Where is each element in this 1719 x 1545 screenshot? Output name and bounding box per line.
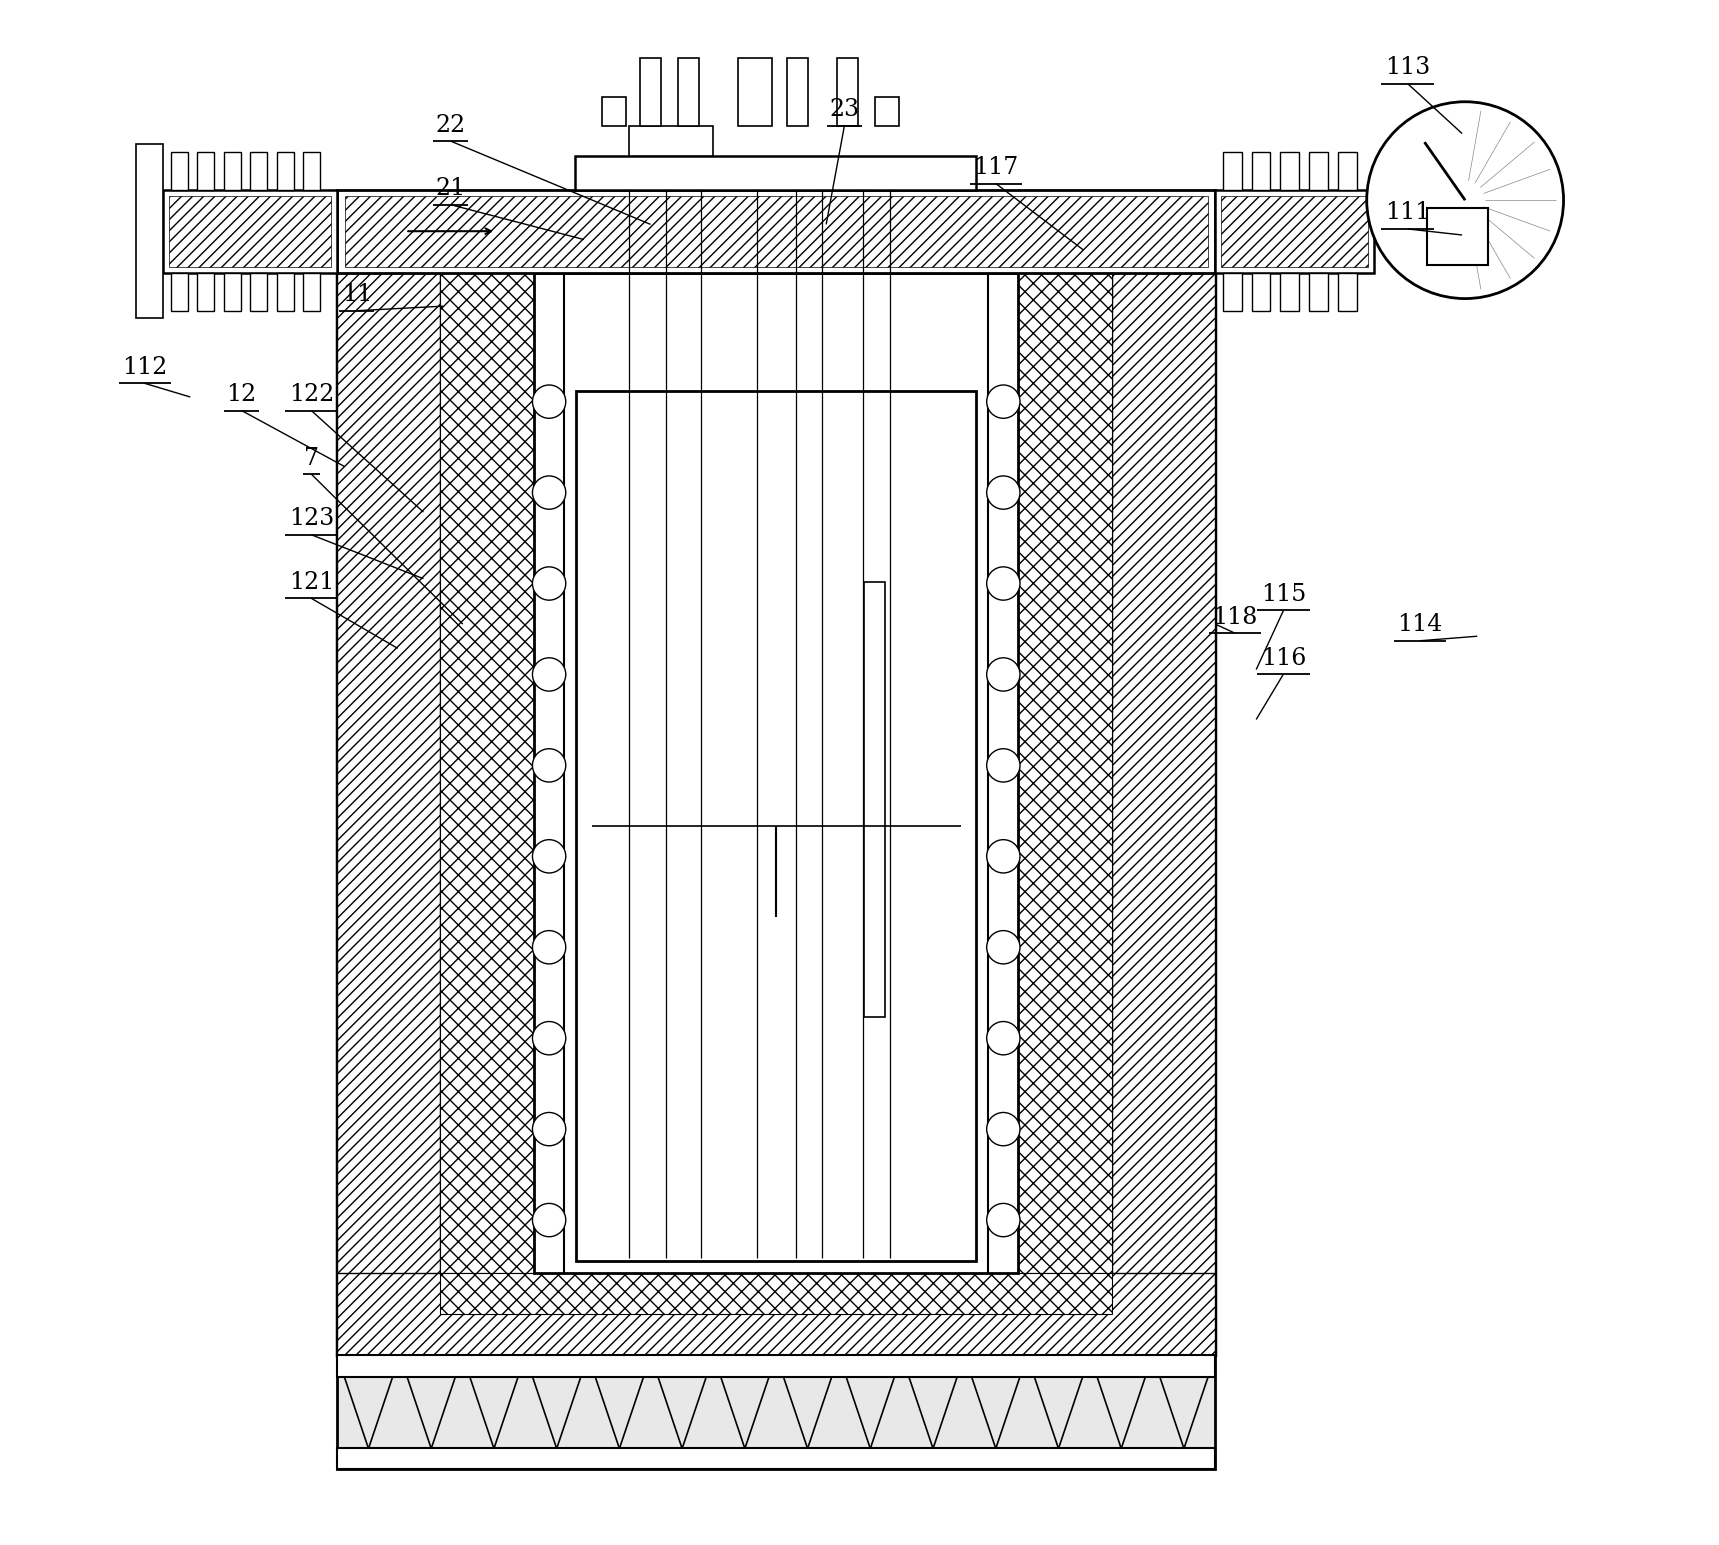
Bar [574, 156, 976, 190]
Text: 122: 122 [289, 383, 333, 406]
Bar [136, 144, 163, 318]
Bar [1281, 151, 1300, 190]
Bar [440, 1273, 1112, 1315]
Circle shape [987, 385, 1019, 419]
Bar [629, 127, 713, 156]
Bar [170, 273, 187, 311]
Bar [1112, 273, 1215, 1355]
Bar [337, 273, 440, 1355]
Circle shape [987, 1204, 1019, 1236]
Bar [1427, 207, 1489, 266]
Bar [677, 57, 700, 127]
Bar [249, 151, 266, 190]
Circle shape [987, 476, 1019, 510]
Bar [223, 151, 241, 190]
Text: 111: 111 [1386, 201, 1430, 224]
Circle shape [987, 1021, 1019, 1055]
Text: 121: 121 [289, 570, 333, 593]
Text: 113: 113 [1386, 56, 1430, 79]
Circle shape [987, 1112, 1019, 1146]
Text: 123: 123 [289, 507, 333, 530]
Bar [337, 190, 1215, 273]
Circle shape [533, 1112, 566, 1146]
Bar [249, 273, 266, 311]
Circle shape [533, 930, 566, 964]
Bar [875, 97, 899, 127]
Bar [602, 97, 626, 127]
Bar [198, 273, 215, 311]
Bar [337, 1448, 1215, 1469]
Bar [346, 196, 1208, 267]
Bar [1215, 190, 1373, 273]
Text: 21: 21 [435, 178, 466, 201]
Bar [865, 582, 885, 1017]
Text: 12: 12 [227, 383, 256, 406]
Bar [337, 1355, 1215, 1469]
Circle shape [533, 839, 566, 873]
Text: 23: 23 [829, 99, 860, 122]
Text: 11: 11 [342, 283, 371, 306]
Circle shape [1367, 102, 1564, 298]
Text: 115: 115 [1260, 582, 1306, 606]
Bar [1281, 273, 1300, 311]
Bar [337, 273, 1215, 1355]
Bar [1251, 273, 1270, 311]
Circle shape [533, 385, 566, 419]
Bar [535, 273, 1018, 1273]
Bar [303, 273, 320, 311]
Circle shape [533, 1021, 566, 1055]
Bar [1310, 151, 1327, 190]
Text: 114: 114 [1398, 613, 1442, 637]
Bar [739, 57, 772, 127]
Bar [1337, 273, 1356, 311]
Bar [1337, 151, 1356, 190]
Bar [639, 57, 662, 127]
Bar [223, 273, 241, 311]
Bar [576, 391, 976, 1261]
Bar [337, 1273, 1215, 1355]
Circle shape [987, 658, 1019, 691]
Circle shape [533, 567, 566, 599]
Bar [168, 196, 332, 267]
Circle shape [987, 567, 1019, 599]
Bar [1310, 273, 1327, 311]
Bar [277, 273, 294, 311]
Bar [198, 151, 215, 190]
Bar [1018, 273, 1112, 1273]
Bar [1222, 196, 1368, 267]
Circle shape [987, 839, 1019, 873]
Circle shape [533, 749, 566, 782]
Bar [1222, 151, 1241, 190]
Circle shape [533, 658, 566, 691]
Circle shape [987, 930, 1019, 964]
Bar [440, 273, 535, 1273]
Circle shape [533, 476, 566, 510]
Bar [1222, 273, 1241, 311]
Circle shape [987, 749, 1019, 782]
Text: 116: 116 [1260, 646, 1306, 669]
Text: 118: 118 [1212, 606, 1258, 629]
Bar [1251, 151, 1270, 190]
Bar [277, 151, 294, 190]
Text: 7: 7 [304, 447, 320, 470]
Bar [303, 151, 320, 190]
Text: 22: 22 [435, 114, 466, 136]
Text: 117: 117 [973, 156, 1018, 179]
Bar [787, 57, 808, 127]
Bar [837, 57, 858, 127]
Bar [337, 1355, 1215, 1469]
Circle shape [533, 1204, 566, 1236]
Bar [170, 151, 187, 190]
Text: 112: 112 [122, 355, 167, 379]
Bar [163, 190, 337, 273]
Bar [337, 1355, 1215, 1377]
